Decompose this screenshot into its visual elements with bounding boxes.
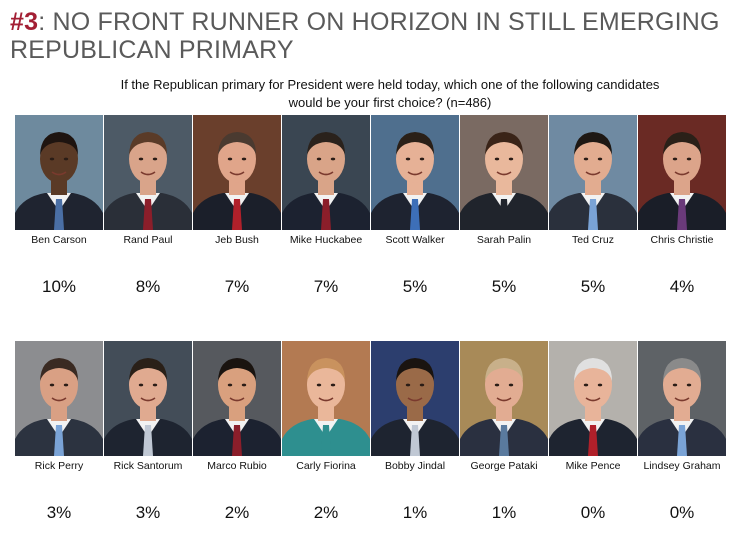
candidate-row-top: Ben Carson 10% Rand Paul 8% Jeb Bush 7% Mike H… [15,115,727,297]
candidate-photo [282,341,370,456]
candidate-photo [15,115,103,230]
candidate-photo [549,341,637,456]
candidate-name: Lindsey Graham [643,460,721,472]
candidate-name: Ben Carson [31,234,87,246]
candidate-percentage: 0% [669,503,695,522]
candidate-name: Chris Christie [650,234,714,246]
candidate-name: Jeb Bush [215,234,259,246]
candidate-photo [638,341,726,456]
page-title: #3: NO FRONT RUNNER ON HORIZON IN STILL … [10,8,735,64]
candidate-name: Scott Walker [385,234,445,246]
candidate-grid: Ben Carson 10% Rand Paul 8% Jeb Bush 7% Mike H… [15,115,727,523]
candidate-ted-cruz: Ted Cruz 5% [549,115,637,297]
survey-question: If the Republican primary for President … [120,77,660,110]
candidate-percentage: 8% [135,277,161,296]
candidate-percentage: 2% [224,503,250,522]
candidate-marco-rubio: Marco Rubio 2% [193,341,281,523]
candidate-photo [104,115,192,230]
candidate-percentage: 1% [491,503,517,522]
candidate-photo [282,115,370,230]
candidate-chris-christie: Chris Christie 4% [638,115,726,297]
candidate-name: Rick Santorum [113,460,183,472]
candidate-ben-carson: Ben Carson 10% [15,115,103,297]
candidate-photo [549,115,637,230]
candidate-name: Sarah Palin [476,234,532,246]
candidate-percentage: 1% [402,503,428,522]
candidate-mike-pence: Mike Pence 0% [549,341,637,523]
candidate-percentage: 5% [491,277,517,296]
candidate-photo [371,341,459,456]
candidate-photo [193,115,281,230]
candidate-rick-perry: Rick Perry 3% [15,341,103,523]
candidate-percentage: 4% [669,277,695,296]
candidate-name: Carly Fiorina [296,460,356,472]
candidate-percentage: 7% [224,277,250,296]
candidate-photo [460,341,548,456]
candidate-row-bottom: Rick Perry 3% Rick Santorum 3% Marco Rubio 2%… [15,341,727,523]
candidate-rick-santorum: Rick Santorum 3% [104,341,192,523]
candidate-photo [638,115,726,230]
candidate-name: Mike Huckabee [289,234,363,246]
candidate-photo [460,115,548,230]
candidate-jeb-bush: Jeb Bush 7% [193,115,281,297]
candidate-name: Bobby Jindal [384,460,446,472]
candidate-carly-fiorina: Carly Fiorina 2% [282,341,370,523]
candidate-name: Marco Rubio [207,460,267,472]
candidate-scott-walker: Scott Walker 5% [371,115,459,297]
candidate-rand-paul: Rand Paul 8% [104,115,192,297]
candidate-name: Ted Cruz [571,234,614,246]
candidate-photo [371,115,459,230]
candidate-mike-huckabee: Mike Huckabee 7% [282,115,370,297]
candidate-name: Rand Paul [123,234,173,246]
candidate-name: Mike Pence [565,460,621,472]
candidate-lindsey-graham: Lindsey Graham 0% [638,341,726,523]
candidate-percentage: 10% [41,277,77,296]
candidate-percentage: 5% [580,277,606,296]
candidate-percentage: 0% [580,503,606,522]
candidate-name: Rick Perry [34,460,84,472]
candidate-photo [15,341,103,456]
candidate-george-pataki: George Pataki 1% [460,341,548,523]
candidate-sarah-palin: Sarah Palin 5% [460,115,548,297]
candidate-percentage: 7% [313,277,339,296]
candidate-percentage: 3% [135,503,161,522]
candidate-photo [104,341,192,456]
candidate-percentage: 2% [313,503,339,522]
title-text: : NO FRONT RUNNER ON HORIZON IN STILL EM… [10,8,720,64]
candidate-photo [193,341,281,456]
title-number: #3 [10,8,39,36]
candidate-percentage: 3% [46,503,72,522]
candidate-name: George Pataki [470,460,538,472]
candidate-percentage: 5% [402,277,428,296]
candidate-bobby-jindal: Bobby Jindal 1% [371,341,459,523]
